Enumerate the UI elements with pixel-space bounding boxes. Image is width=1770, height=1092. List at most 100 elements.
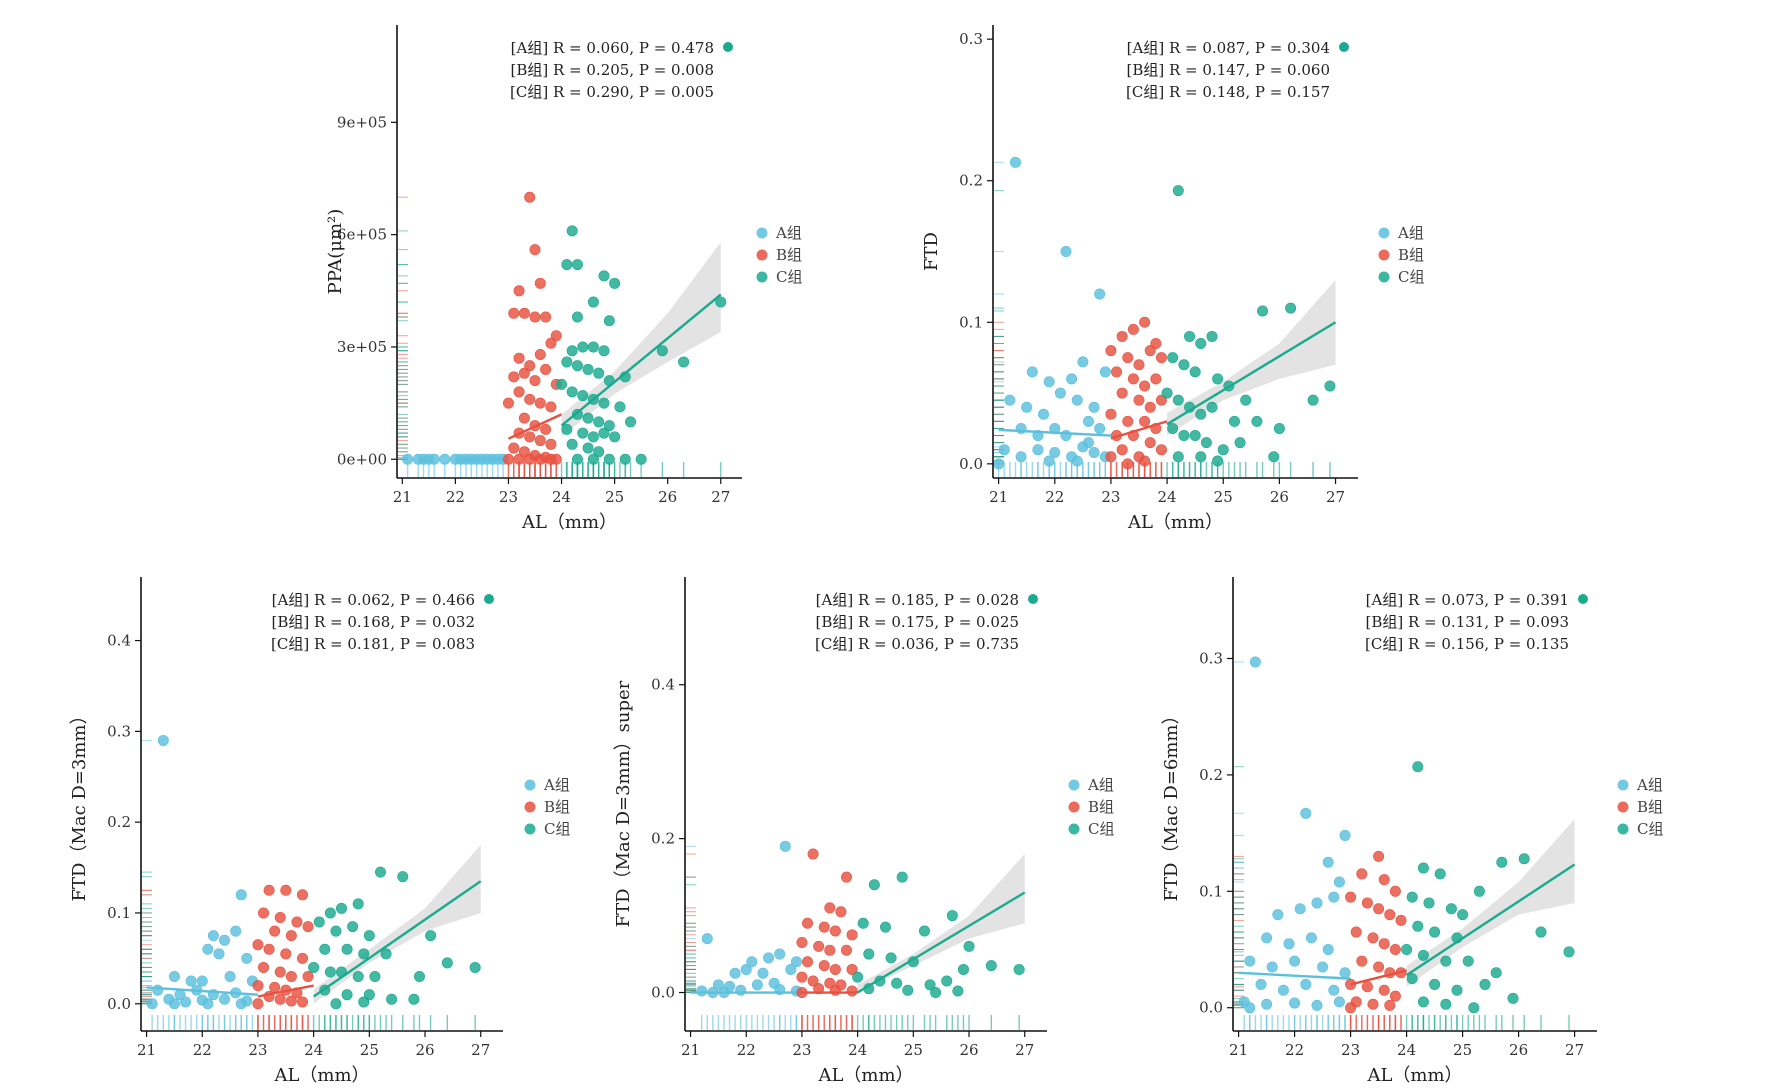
data-point <box>1373 961 1385 973</box>
x-tick-label: 25 <box>360 1041 379 1059</box>
data-point <box>302 971 314 983</box>
data-point <box>603 375 615 387</box>
data-point <box>1178 359 1190 371</box>
y-tick-label: 0.1 <box>959 313 983 331</box>
data-point <box>561 259 573 271</box>
data-point <box>1378 938 1390 950</box>
data-point <box>219 993 231 1005</box>
data-point <box>1345 978 1357 990</box>
data-point <box>1060 430 1072 442</box>
data-point <box>1350 926 1362 938</box>
data-point <box>302 921 314 933</box>
data-point <box>1322 856 1334 868</box>
data-point <box>1228 415 1240 427</box>
data-point <box>1417 862 1429 874</box>
stat-line-1: [A组] R = 0.062, P = 0.466 <box>272 591 475 609</box>
data-point <box>918 925 930 937</box>
data-point <box>363 989 375 1001</box>
data-point <box>441 957 453 969</box>
data-point <box>1139 455 1151 467</box>
data-point <box>790 956 802 968</box>
x-tick-label: 26 <box>415 1041 434 1059</box>
data-point <box>846 929 858 941</box>
x-tick-label: 21 <box>137 1041 156 1059</box>
data-point <box>324 907 336 919</box>
data-point <box>185 975 197 987</box>
data-point <box>1195 338 1207 350</box>
y-tick-label: 3e+05 <box>337 338 387 356</box>
data-point <box>1116 330 1128 342</box>
data-point <box>593 416 605 428</box>
data-point <box>1412 920 1424 932</box>
data-point <box>1429 978 1441 990</box>
data-point <box>1139 380 1151 392</box>
data-point <box>774 948 786 960</box>
data-point <box>1021 401 1033 413</box>
data-point <box>1373 850 1385 862</box>
data-point <box>146 998 158 1010</box>
data-point <box>1333 996 1345 1008</box>
data-point <box>757 967 769 979</box>
data-point <box>174 989 186 1001</box>
data-point <box>571 259 583 271</box>
data-point <box>946 910 958 922</box>
legend-swatch <box>524 801 536 813</box>
data-point <box>1244 955 1256 967</box>
data-point <box>678 356 690 368</box>
x-tick-label: 26 <box>658 488 677 506</box>
data-point <box>746 956 758 968</box>
data-point <box>802 917 814 929</box>
data-point <box>269 981 281 993</box>
data-point <box>285 971 297 983</box>
data-point <box>502 397 514 409</box>
x-tick-label: 24 <box>848 1041 867 1059</box>
data-point <box>1345 1002 1357 1014</box>
y-axis-title: PPA(μm²) <box>325 209 346 295</box>
x-tick-label: 23 <box>1101 488 1120 506</box>
data-point <box>874 975 886 987</box>
data-point <box>1105 345 1117 357</box>
data-point <box>829 925 841 937</box>
data-point <box>941 975 953 987</box>
data-point <box>1133 359 1145 371</box>
data-point <box>1367 998 1379 1010</box>
stat-line-1: [A组] R = 0.060, P = 0.478 <box>511 39 714 57</box>
data-point <box>868 879 880 891</box>
data-point <box>380 948 392 960</box>
y-axis-title: FTD（Mac D=3mm） <box>69 707 90 902</box>
data-point <box>852 971 864 983</box>
fit-line <box>146 986 259 996</box>
x-tick-label: 23 <box>792 1041 811 1059</box>
data-point <box>841 944 853 956</box>
data-point <box>593 367 605 379</box>
data-point <box>598 397 610 409</box>
data-point <box>196 975 208 987</box>
data-point <box>1451 984 1463 996</box>
confidence-band <box>1406 819 1575 987</box>
data-point <box>598 270 610 282</box>
stat-line-2: [B组] R = 0.168, P = 0.032 <box>271 613 475 631</box>
data-point <box>280 948 292 960</box>
data-point <box>319 943 331 955</box>
x-tick-label: 26 <box>1509 1041 1528 1059</box>
data-point <box>230 987 242 999</box>
data-point <box>1434 868 1446 880</box>
data-point <box>280 984 292 996</box>
x-tick-label: 23 <box>499 488 518 506</box>
data-point <box>1373 903 1385 915</box>
data-point <box>508 371 520 383</box>
data-point <box>587 296 599 308</box>
data-point <box>587 393 599 405</box>
data-point <box>1389 885 1401 897</box>
x-tick-label: 27 <box>471 1041 490 1059</box>
data-point <box>829 984 841 996</box>
data-point <box>1212 455 1224 467</box>
x-tick-label: 23 <box>248 1041 267 1059</box>
data-point <box>524 431 536 443</box>
data-point <box>763 952 775 964</box>
legend-swatch <box>524 779 536 791</box>
data-point <box>1189 430 1201 442</box>
data-point <box>857 917 869 929</box>
data-point <box>1116 444 1128 456</box>
data-point <box>807 848 819 860</box>
